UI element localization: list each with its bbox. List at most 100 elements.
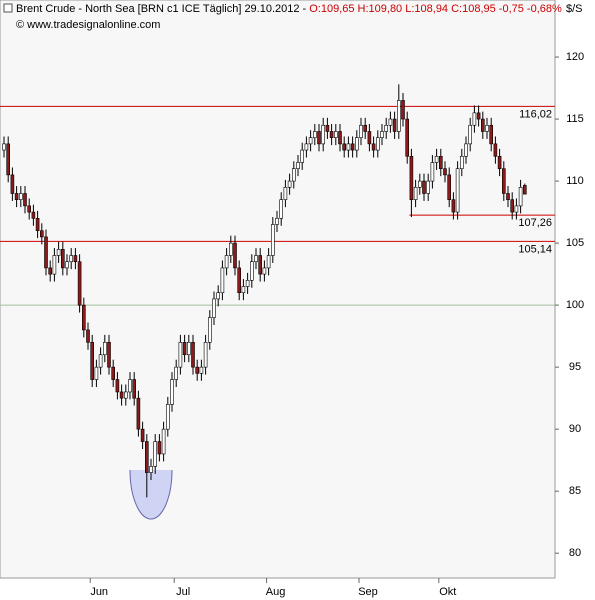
candle-body [191,342,195,368]
candle-body [31,211,36,219]
candle-body [296,162,300,169]
candle-body [94,366,99,380]
candle-body [52,255,57,275]
candle-body [174,366,178,380]
candle-body [443,168,447,176]
y-tick-label: 105 [566,237,584,249]
candle-body [506,193,510,200]
candle-body [157,441,162,455]
candle-body [270,224,275,256]
candle-body [359,124,363,138]
candle-body [312,131,317,138]
candle-body [485,124,489,132]
candle-body [241,286,246,294]
candle-body [98,354,103,368]
candle-body [2,143,6,151]
candle-body [300,149,305,163]
candle-body [161,428,166,455]
candle-body [354,137,359,151]
candle-body [287,180,292,188]
candle-body [77,261,82,306]
candle-body [468,124,473,145]
candle-body [103,342,107,356]
x-tick-label: Okt [439,586,456,598]
candle-body [111,366,115,380]
candle-body [329,131,334,138]
candle-body [178,342,183,368]
subtitle: © www.tradesignalonline.com [16,19,160,31]
candle-body [140,428,145,442]
candle-body [325,124,330,132]
bottom-annotation [129,470,173,520]
candle-body [233,242,237,269]
candle-body [321,124,326,145]
candle-body [6,143,10,176]
candle-body [166,404,170,430]
candle-body [480,118,485,132]
title: Brent Crude - North Sea [BRN c1 ICE Tägl… [16,3,307,15]
candle-body [333,131,338,138]
x-tick-label: Jul [176,586,190,598]
candle-body [409,155,414,200]
y-tick-label: 95 [569,361,581,373]
x-tick-label: Jun [90,586,108,598]
candle-body [153,441,157,467]
chart-title: Brent Crude - North Sea [BRN c1 ICE Tägl… [16,3,562,15]
candle-body [464,143,468,157]
candle-body [518,186,523,207]
candle-body [44,236,48,269]
candle-body [35,218,40,232]
candle-body [493,143,498,157]
candle-body [170,379,174,405]
candle-body [245,280,250,287]
candle-body [275,218,279,225]
candle-body [195,366,199,374]
candle-body [476,112,481,120]
candle-body [405,118,410,157]
candle-body [371,143,376,151]
candle-body [203,342,208,368]
candle-body [283,186,288,200]
quote: O:109,65 H:109,80 L:108,94 C:108,95 -0,7… [309,3,562,15]
candle-body [489,124,494,145]
candle-body [434,155,439,163]
candle-body [18,193,23,200]
candle-body [258,255,263,275]
candle-body [342,143,347,151]
candle-body [132,379,136,399]
candle-body [119,391,124,399]
candle-body [430,162,435,182]
candle-body [14,193,19,200]
chart-icon [3,3,13,13]
candle-body [417,180,422,188]
candle-body [497,155,502,169]
candle-body [23,193,27,207]
plot-area [0,0,556,579]
y-tick-label: 85 [569,485,581,497]
candle-body [459,155,464,169]
candle-body [375,137,380,151]
candle-body [346,143,351,151]
candle-body [438,155,443,169]
candle-body [367,131,372,145]
candle-body [65,261,69,269]
candle-body [124,391,128,399]
candle-body [187,342,191,356]
candle-body [145,441,149,473]
candle-body [86,329,90,343]
candle-body [447,174,452,200]
candle-body [514,205,519,213]
candle-body [363,124,368,132]
candle-body [338,131,342,145]
candle-body [510,199,515,213]
candle-body [115,379,120,393]
candle-body [401,100,405,120]
candle-body [216,292,220,300]
candle-body [384,124,389,132]
candle-body [182,342,187,356]
candle-body [388,118,393,126]
candle-body [262,267,267,275]
candle-body [220,267,225,294]
